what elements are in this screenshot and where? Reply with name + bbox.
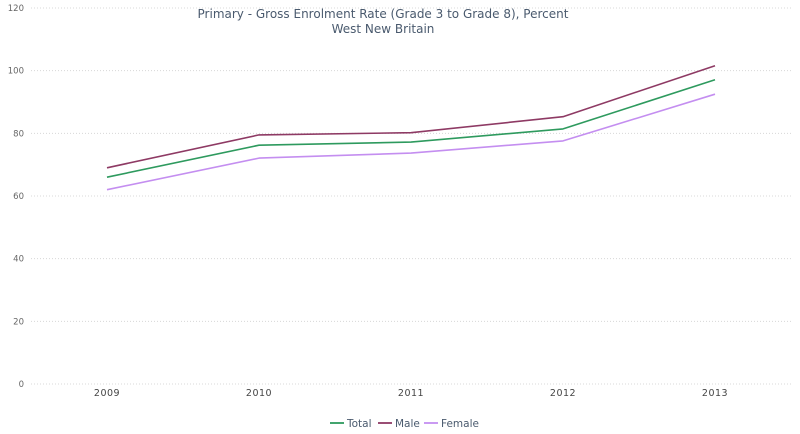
legend-item-female[interactable]: Female <box>424 418 479 430</box>
y-tick-label: 120 <box>8 4 24 14</box>
x-axis: 2009 2010 2011 2012 2013 <box>94 388 728 399</box>
legend-label: Female <box>441 418 479 430</box>
series-line-female <box>106 93 716 191</box>
legend-label: Male <box>395 418 420 430</box>
y-tick-label: 100 <box>8 67 24 77</box>
chart-subtitle: West New Britain <box>332 22 435 36</box>
legend-label: Total <box>346 418 372 430</box>
legend: Total Male Female <box>330 418 479 430</box>
y-tick-label: 40 <box>13 255 24 265</box>
y-tick-label: 0 <box>19 380 24 390</box>
series-lines <box>106 64 716 191</box>
x-tick-label: 2012 <box>550 388 576 399</box>
legend-item-total[interactable]: Total <box>330 418 372 430</box>
x-tick-label: 2009 <box>94 388 120 399</box>
y-tick-label: 60 <box>13 192 24 202</box>
series-line-total <box>106 79 716 178</box>
y-tick-label: 20 <box>13 317 24 327</box>
y-axis: 0 20 40 60 80 100 120 <box>8 4 24 390</box>
x-tick-label: 2011 <box>398 388 424 399</box>
y-tick-label: 80 <box>13 129 24 139</box>
chart-title: Primary - Gross Enrolment Rate (Grade 3 … <box>198 7 569 21</box>
x-tick-label: 2010 <box>246 388 272 399</box>
x-tick-label: 2013 <box>702 388 728 399</box>
series-line-male <box>106 64 716 169</box>
grid <box>31 7 791 385</box>
legend-item-male[interactable]: Male <box>378 418 420 430</box>
